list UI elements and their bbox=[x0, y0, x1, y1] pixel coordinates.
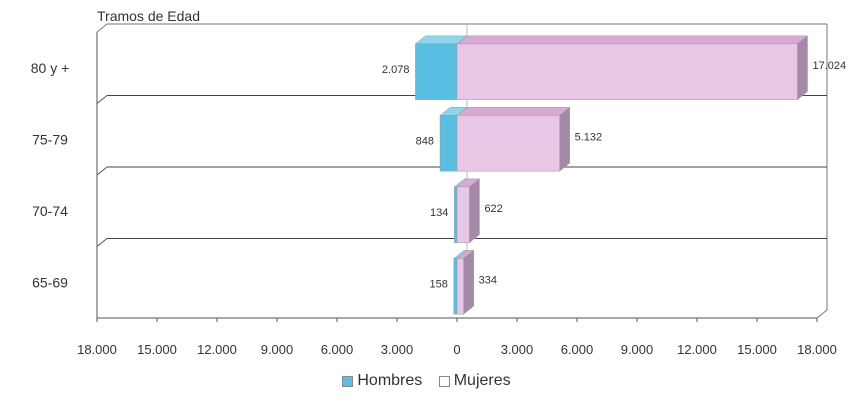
bar-hombres bbox=[439, 115, 458, 172]
x-tick-label: 18.000 bbox=[797, 342, 837, 357]
x-tick-label: 18.000 bbox=[77, 342, 117, 357]
category-label: 70-74 bbox=[32, 203, 68, 219]
bar-mujeres-top bbox=[456, 35, 809, 45]
frame-corner-top bbox=[96, 23, 108, 33]
x-tick-label: 6.000 bbox=[321, 342, 354, 357]
value-label-mujeres: 5.132 bbox=[575, 131, 603, 143]
frame-corner-bottom bbox=[816, 309, 828, 319]
bar-mujeres bbox=[456, 186, 470, 243]
legend-label-mujeres: Mujeres bbox=[453, 372, 511, 389]
bar-mujeres-side bbox=[469, 178, 480, 244]
x-tick-label: 15.000 bbox=[137, 342, 177, 357]
x-tick-label: 9.000 bbox=[621, 342, 654, 357]
x-tick-label: 3.000 bbox=[501, 342, 534, 357]
legend-item-hombres: Hombres bbox=[342, 372, 422, 390]
x-tick-label: 12.000 bbox=[197, 342, 237, 357]
legend-label-hombres: Hombres bbox=[357, 372, 423, 389]
bar-mujeres-side bbox=[463, 249, 474, 315]
chart-legend: Hombres Mujeres bbox=[0, 372, 853, 392]
bar-hombres bbox=[453, 258, 458, 315]
bar-mujeres bbox=[456, 258, 464, 315]
value-label-mujeres: 622 bbox=[484, 203, 502, 215]
bar-mujeres-side bbox=[797, 35, 808, 101]
gridline-depth bbox=[96, 95, 108, 104]
x-tick-label: 15.000 bbox=[737, 342, 777, 357]
x-tick-label: 9.000 bbox=[261, 342, 294, 357]
value-label-mujeres: 334 bbox=[479, 274, 497, 286]
x-tick-label: 6.000 bbox=[561, 342, 594, 357]
legend-swatch-mujeres bbox=[438, 375, 450, 387]
labels-layer: 80 y + 75-79 70-74 65-69 2.078 17.024 848 5.132… bbox=[31, 60, 846, 291]
category-label: 65-69 bbox=[32, 274, 68, 290]
value-label-hombres: 848 bbox=[416, 135, 434, 147]
ticks-layer: 18.000 15.000 12.000 9.000 6.000 3.000 0 3.000 6… bbox=[77, 318, 837, 357]
chart-title: Tramos de Edad bbox=[97, 8, 200, 24]
category-label: 75-79 bbox=[32, 131, 68, 147]
x-tick-label: 3.000 bbox=[381, 342, 414, 357]
gridline-depth bbox=[96, 166, 108, 176]
legend-swatch-hombres bbox=[342, 375, 354, 387]
bar-mujeres-top bbox=[456, 107, 571, 116]
value-label-hombres: 2.078 bbox=[382, 64, 410, 76]
x-tick-label: 0 bbox=[453, 342, 460, 357]
value-label-mujeres: 17.024 bbox=[812, 60, 846, 72]
x-tick-label: 12.000 bbox=[677, 342, 717, 357]
gridline-depth bbox=[96, 238, 108, 247]
value-label-hombres: 158 bbox=[429, 278, 447, 290]
category-label: 80 y + bbox=[31, 60, 70, 76]
bar-hombres bbox=[454, 186, 458, 243]
value-label-hombres: 134 bbox=[430, 207, 448, 219]
bar-mujeres bbox=[456, 43, 798, 100]
bar-mujeres bbox=[456, 115, 560, 172]
bar-mujeres-side bbox=[559, 106, 570, 172]
legend-item-mujeres: Mujeres bbox=[438, 372, 511, 390]
bar-hombres bbox=[415, 43, 458, 100]
bars-layer bbox=[414, 35, 809, 315]
